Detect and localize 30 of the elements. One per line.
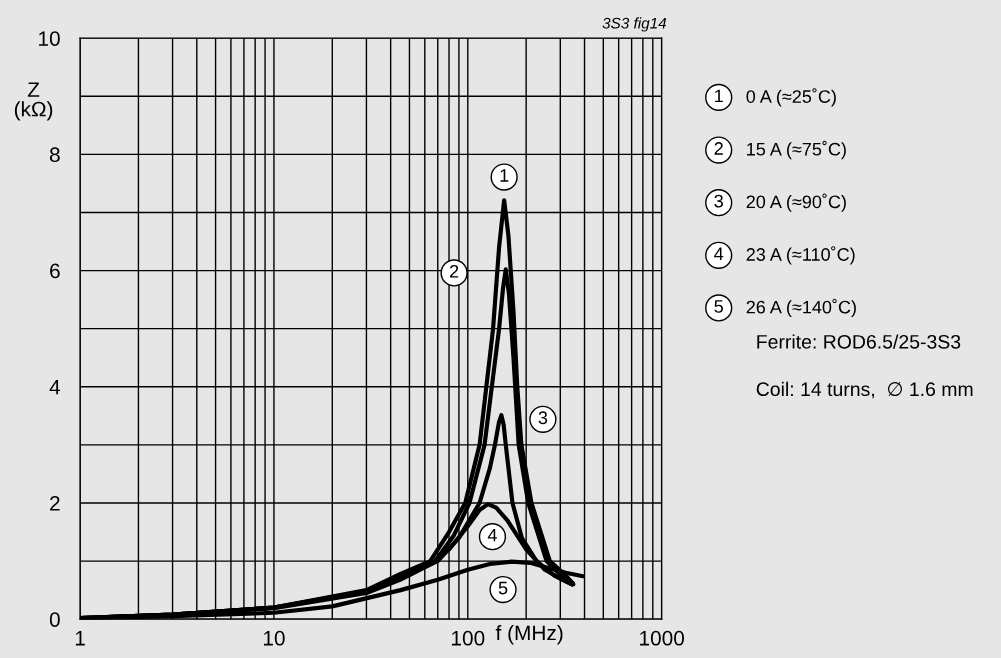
- text: 3S3 fig14: [602, 17, 667, 32]
- y-tick-label: 8: [49, 147, 60, 163]
- text: 1: [715, 89, 723, 103]
- y-tick-label: 6: [50, 263, 60, 279]
- x-tick-label: 1: [75, 631, 85, 646]
- annotation: 1: [500, 169, 509, 182]
- y-tick-label: 4: [49, 379, 61, 395]
- x-axis-title: f (MHz): [495, 624, 563, 645]
- annotation: 2: [450, 264, 459, 278]
- annotation: 5: [498, 581, 508, 595]
- x-tick-label: 10: [263, 630, 285, 646]
- text: 5: [714, 300, 723, 313]
- x-tick-label: 100: [452, 630, 485, 646]
- text: Ferrite: ROD6.5/25-3S3: [757, 334, 961, 349]
- legend-label: 23 A (≈110˚C): [746, 246, 855, 265]
- legend-label: 20 A (≈90˚C): [746, 193, 846, 212]
- y-tick-label: 2: [50, 495, 60, 511]
- text: Coil: 14 turns, ∅ 1.6 mm: [756, 381, 973, 399]
- legend-label: 26 A (≈140˚C): [746, 298, 856, 318]
- text: 2: [714, 142, 723, 155]
- y-axis-title: Z (kΩ): [14, 82, 53, 121]
- text: 3: [714, 194, 723, 208]
- y-tick-label: 10: [39, 31, 60, 46]
- x-tick-label: 1000: [640, 630, 685, 646]
- legend-label: 15 A (≈75˚C): [747, 140, 846, 160]
- annotation: 4: [487, 528, 497, 542]
- text: 4: [714, 247, 724, 260]
- legend-label: 0 A (≈25˚C): [746, 88, 836, 107]
- y-tick-label: 0: [49, 612, 60, 627]
- annotation: 3: [538, 411, 548, 425]
